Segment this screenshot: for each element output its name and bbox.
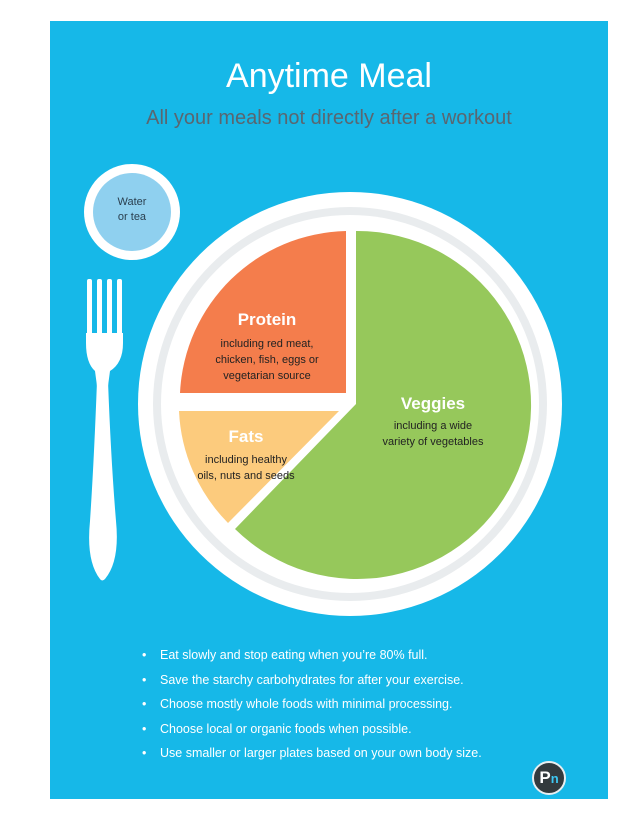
veggies-line-1: including a wide [394, 420, 472, 432]
logo-letter: P [539, 768, 551, 787]
fats-title: Fats [229, 427, 264, 446]
protein-line-1: including red meat, [221, 338, 314, 350]
drink-line-1: Water [118, 196, 147, 208]
protein-segment [180, 231, 346, 393]
veggies-title: Veggies [401, 394, 465, 413]
drink-line-2: or tea [118, 211, 147, 223]
protein-line-2: chicken, fish, eggs or [215, 354, 319, 366]
list-item: Use smaller or larger plates based on yo… [142, 741, 592, 766]
page-subtitle: All your meals not directly after a work… [146, 107, 512, 129]
water-glass-icon: Water or tea [84, 164, 180, 260]
brand-logo-icon: Pn [532, 761, 566, 795]
tips-list: Eat slowly and stop eating when you’re 8… [142, 643, 592, 766]
logo-sub: n [550, 771, 559, 786]
list-item: Eat slowly and stop eating when you’re 8… [142, 643, 592, 668]
protein-title: Protein [238, 310, 297, 329]
plate-illustration: Water or tea Protein including red meat,… [84, 164, 562, 616]
poster: Anytime Meal All your meals not directly… [50, 21, 608, 799]
protein-line-3: vegetarian source [223, 370, 310, 382]
fats-segment [179, 411, 339, 523]
list-item: Choose local or organic foods when possi… [142, 717, 592, 742]
veggies-segment [235, 230, 532, 579]
list-item: Save the starchy carbohydrates for after… [142, 668, 592, 693]
fats-line-2: oils, nuts and seeds [197, 470, 295, 482]
plate: Protein including red meat, chicken, fis… [138, 192, 562, 616]
list-item: Choose mostly whole foods with minimal p… [142, 692, 592, 717]
fork-icon [86, 279, 123, 581]
fats-line-1: including healthy [205, 454, 287, 466]
veggies-line-2: variety of vegetables [383, 436, 484, 448]
page-title: Anytime Meal [226, 57, 432, 95]
